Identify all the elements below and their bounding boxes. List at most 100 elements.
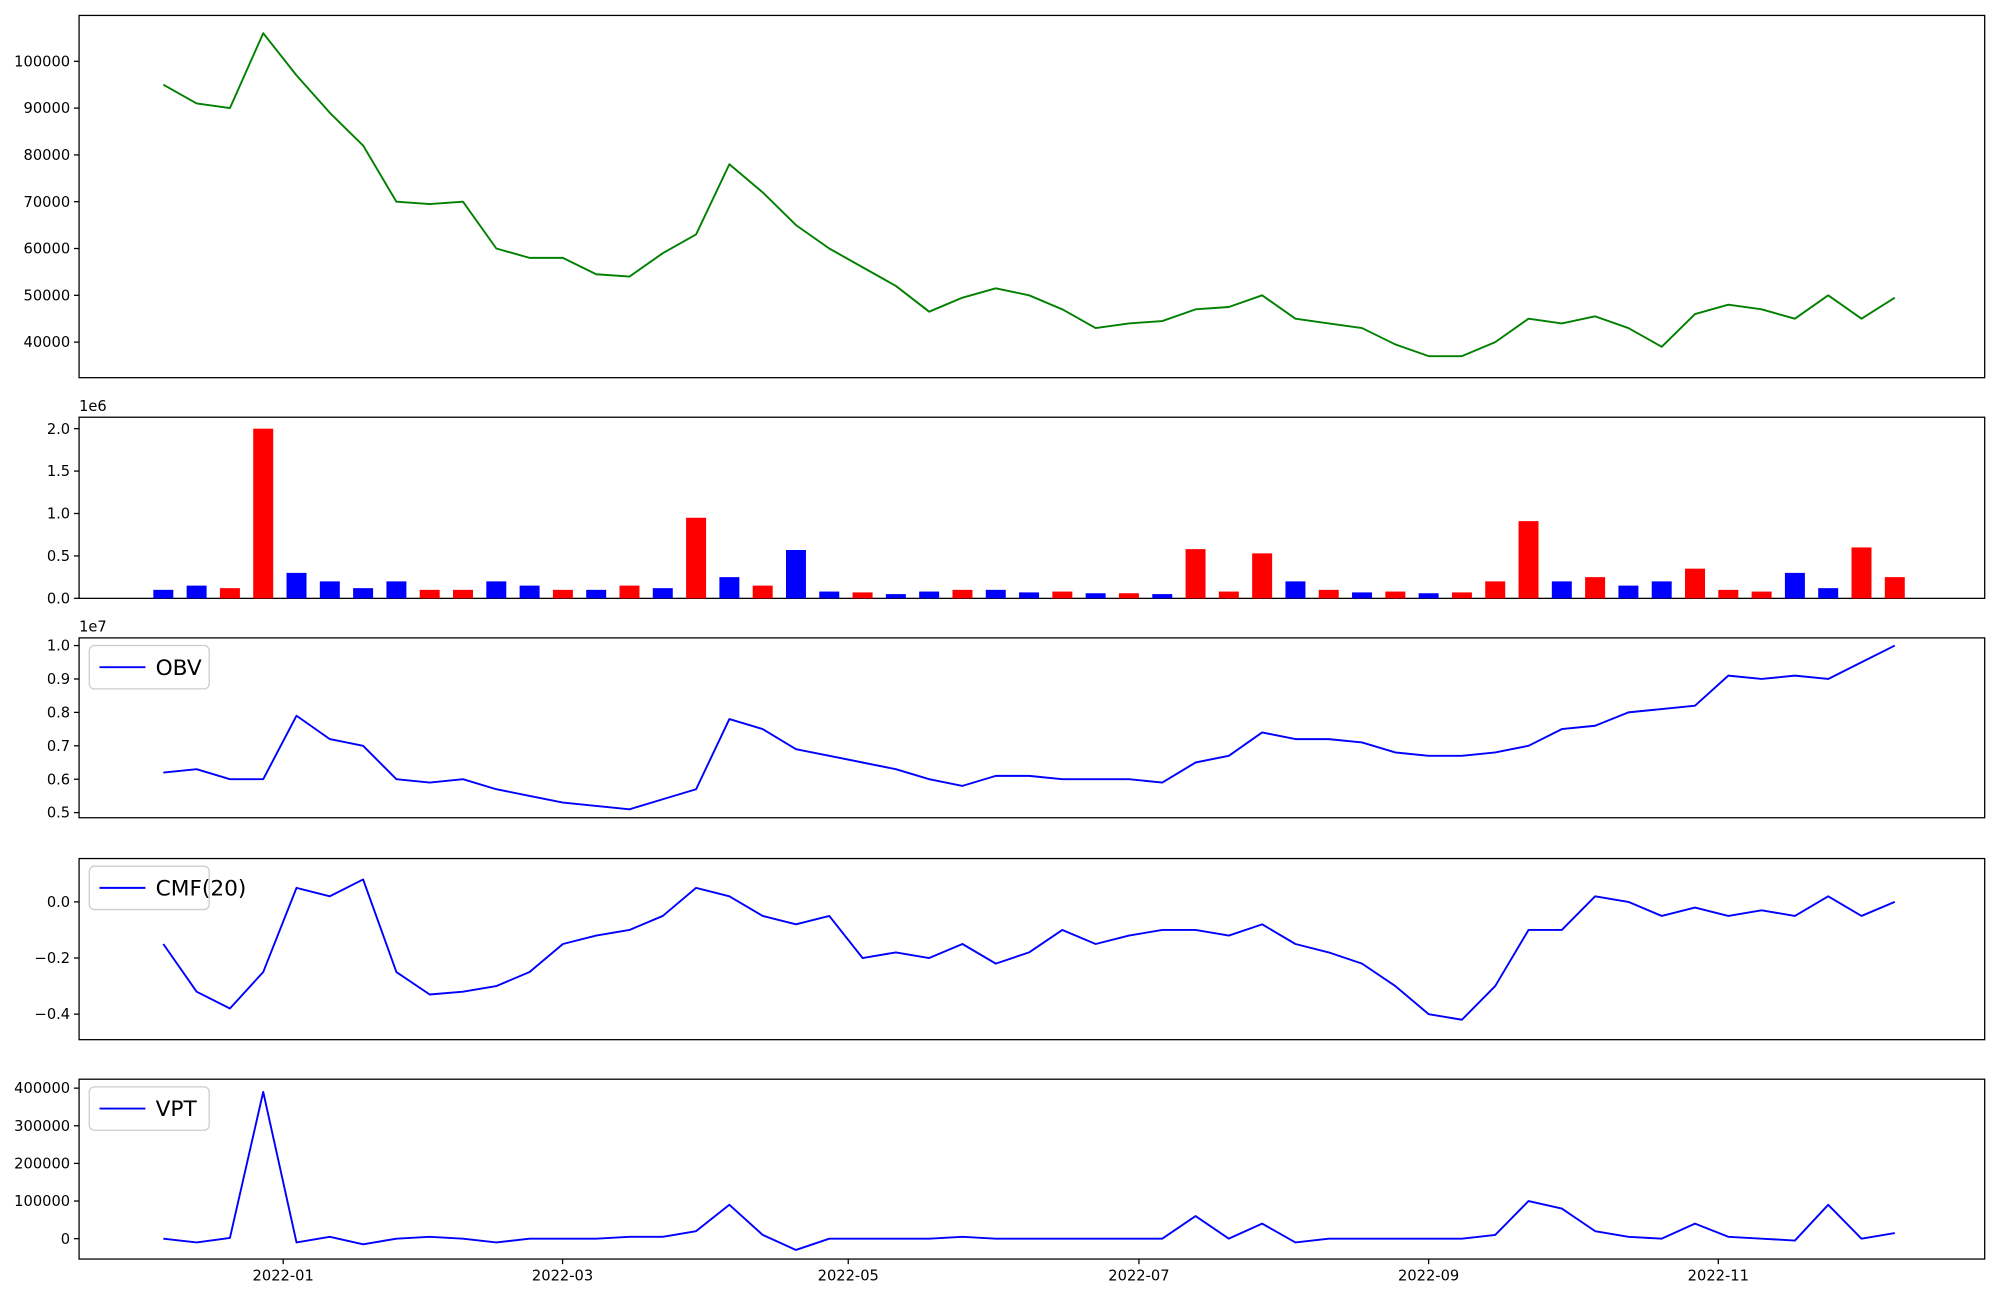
y-tick-label: 60000 bbox=[24, 241, 71, 258]
plot-frame bbox=[78, 14, 1986, 379]
bar bbox=[519, 585, 540, 599]
panel: −0.4 −0.2 0.0 CMF(20) bbox=[35, 857, 1986, 1041]
bar bbox=[686, 517, 707, 599]
legend: CMF(20) bbox=[88, 865, 247, 911]
y-tick-label: 1.0 bbox=[47, 638, 70, 655]
bar bbox=[885, 594, 906, 599]
bar bbox=[852, 592, 873, 599]
x-tick-label: 2022-07 bbox=[1108, 1268, 1169, 1285]
x-tick-label: 2022-09 bbox=[1398, 1268, 1459, 1285]
bar bbox=[286, 572, 307, 599]
bar bbox=[1019, 592, 1040, 599]
line-series bbox=[163, 644, 1896, 811]
bar bbox=[552, 589, 573, 599]
plot-frame bbox=[78, 416, 1986, 599]
y-tick-label: −0.2 bbox=[35, 950, 71, 967]
y-tick-label: 200000 bbox=[14, 1155, 70, 1172]
bar bbox=[1385, 591, 1406, 599]
plot-frame bbox=[78, 857, 1986, 1041]
y-tick-label: 100000 bbox=[14, 1193, 70, 1210]
legend-label: OBV bbox=[156, 656, 202, 681]
x-tick-label: 2022-11 bbox=[1688, 1268, 1749, 1285]
x-tick-label: 2022-03 bbox=[532, 1268, 593, 1285]
panel: 40000 50000 60000 70000 80000 90000 100000 bbox=[14, 14, 1986, 379]
bar bbox=[1451, 592, 1472, 599]
bar bbox=[1218, 591, 1239, 599]
y-tick-label: 0.8 bbox=[47, 704, 70, 721]
y-tick-label: 90000 bbox=[24, 100, 71, 117]
y-tick-label: 300000 bbox=[14, 1118, 70, 1135]
bar bbox=[952, 589, 973, 599]
bar bbox=[1418, 593, 1439, 599]
y-tick-label: 0.5 bbox=[47, 548, 70, 565]
bar bbox=[1085, 593, 1106, 599]
y-tick-label: 80000 bbox=[24, 147, 71, 164]
legend-box bbox=[88, 1086, 210, 1131]
bar bbox=[386, 581, 407, 599]
bar bbox=[353, 588, 374, 599]
plot-frame bbox=[78, 1078, 1986, 1260]
y-tick-label: 400000 bbox=[14, 1080, 70, 1097]
panel: 0.0 0.5 1.0 1.5 2.0 1e6 bbox=[47, 398, 1986, 607]
y-tick-label: 40000 bbox=[24, 334, 71, 351]
bar bbox=[1518, 521, 1539, 599]
legend: VPT bbox=[88, 1086, 210, 1131]
y-tick-label: 0 bbox=[61, 1231, 70, 1248]
bar bbox=[1485, 581, 1506, 599]
bar bbox=[1784, 572, 1805, 599]
bar bbox=[1185, 549, 1206, 599]
y-tick-label: 0.7 bbox=[47, 738, 70, 755]
y-tick-label: 0.0 bbox=[47, 590, 70, 607]
bar bbox=[1118, 593, 1139, 599]
y-tick-label: 0.6 bbox=[47, 771, 70, 788]
bar bbox=[1152, 594, 1173, 599]
bar bbox=[1651, 581, 1672, 599]
bar bbox=[453, 589, 473, 599]
bar bbox=[319, 581, 340, 599]
bar bbox=[186, 585, 207, 599]
bar bbox=[1884, 577, 1905, 599]
bar bbox=[153, 589, 174, 599]
bar bbox=[1818, 588, 1839, 599]
bar bbox=[1851, 547, 1872, 599]
y-tick-label: 0.9 bbox=[47, 671, 70, 688]
legend-label: VPT bbox=[156, 1097, 198, 1122]
bar bbox=[253, 428, 274, 599]
y-tick-label: 2.0 bbox=[47, 421, 70, 438]
bar bbox=[419, 589, 440, 599]
panel: 0 100000 200000 300000 400000 2022-01 2022-03 2… bbox=[14, 1078, 1986, 1285]
axis-offset-label: 1e6 bbox=[79, 398, 107, 415]
panel: 0.5 0.6 0.7 0.8 0.9 1.0 1e7 OBV bbox=[47, 619, 1986, 822]
bar bbox=[619, 585, 640, 599]
bar bbox=[1352, 592, 1373, 599]
bar bbox=[1685, 568, 1705, 599]
bar bbox=[819, 591, 840, 599]
legend-box bbox=[88, 865, 210, 911]
bar bbox=[1618, 585, 1639, 599]
bar bbox=[652, 588, 673, 599]
y-tick-label: 100000 bbox=[14, 53, 70, 70]
bar bbox=[752, 585, 773, 599]
legend-box bbox=[88, 644, 210, 690]
y-tick-label: 1.0 bbox=[47, 506, 70, 523]
bar bbox=[1252, 553, 1273, 599]
y-tick-label: 50000 bbox=[24, 287, 71, 304]
bar bbox=[785, 549, 806, 599]
legend-label: CMF(20) bbox=[156, 877, 247, 902]
bar bbox=[486, 581, 507, 599]
y-tick-label: 1.5 bbox=[47, 463, 70, 480]
bar bbox=[919, 591, 940, 599]
bar bbox=[985, 589, 1006, 599]
y-tick-label: 0.5 bbox=[47, 805, 70, 822]
bar bbox=[1585, 577, 1606, 599]
bar bbox=[1285, 581, 1306, 599]
y-tick-label: −0.4 bbox=[35, 1006, 71, 1023]
line-series bbox=[162, 32, 1896, 358]
bar bbox=[719, 577, 740, 599]
axis-offset-label: 1e7 bbox=[79, 619, 107, 636]
bar bbox=[586, 589, 607, 599]
bar bbox=[1551, 581, 1572, 599]
bar bbox=[1318, 589, 1339, 599]
x-tick-label: 2022-05 bbox=[818, 1268, 879, 1285]
